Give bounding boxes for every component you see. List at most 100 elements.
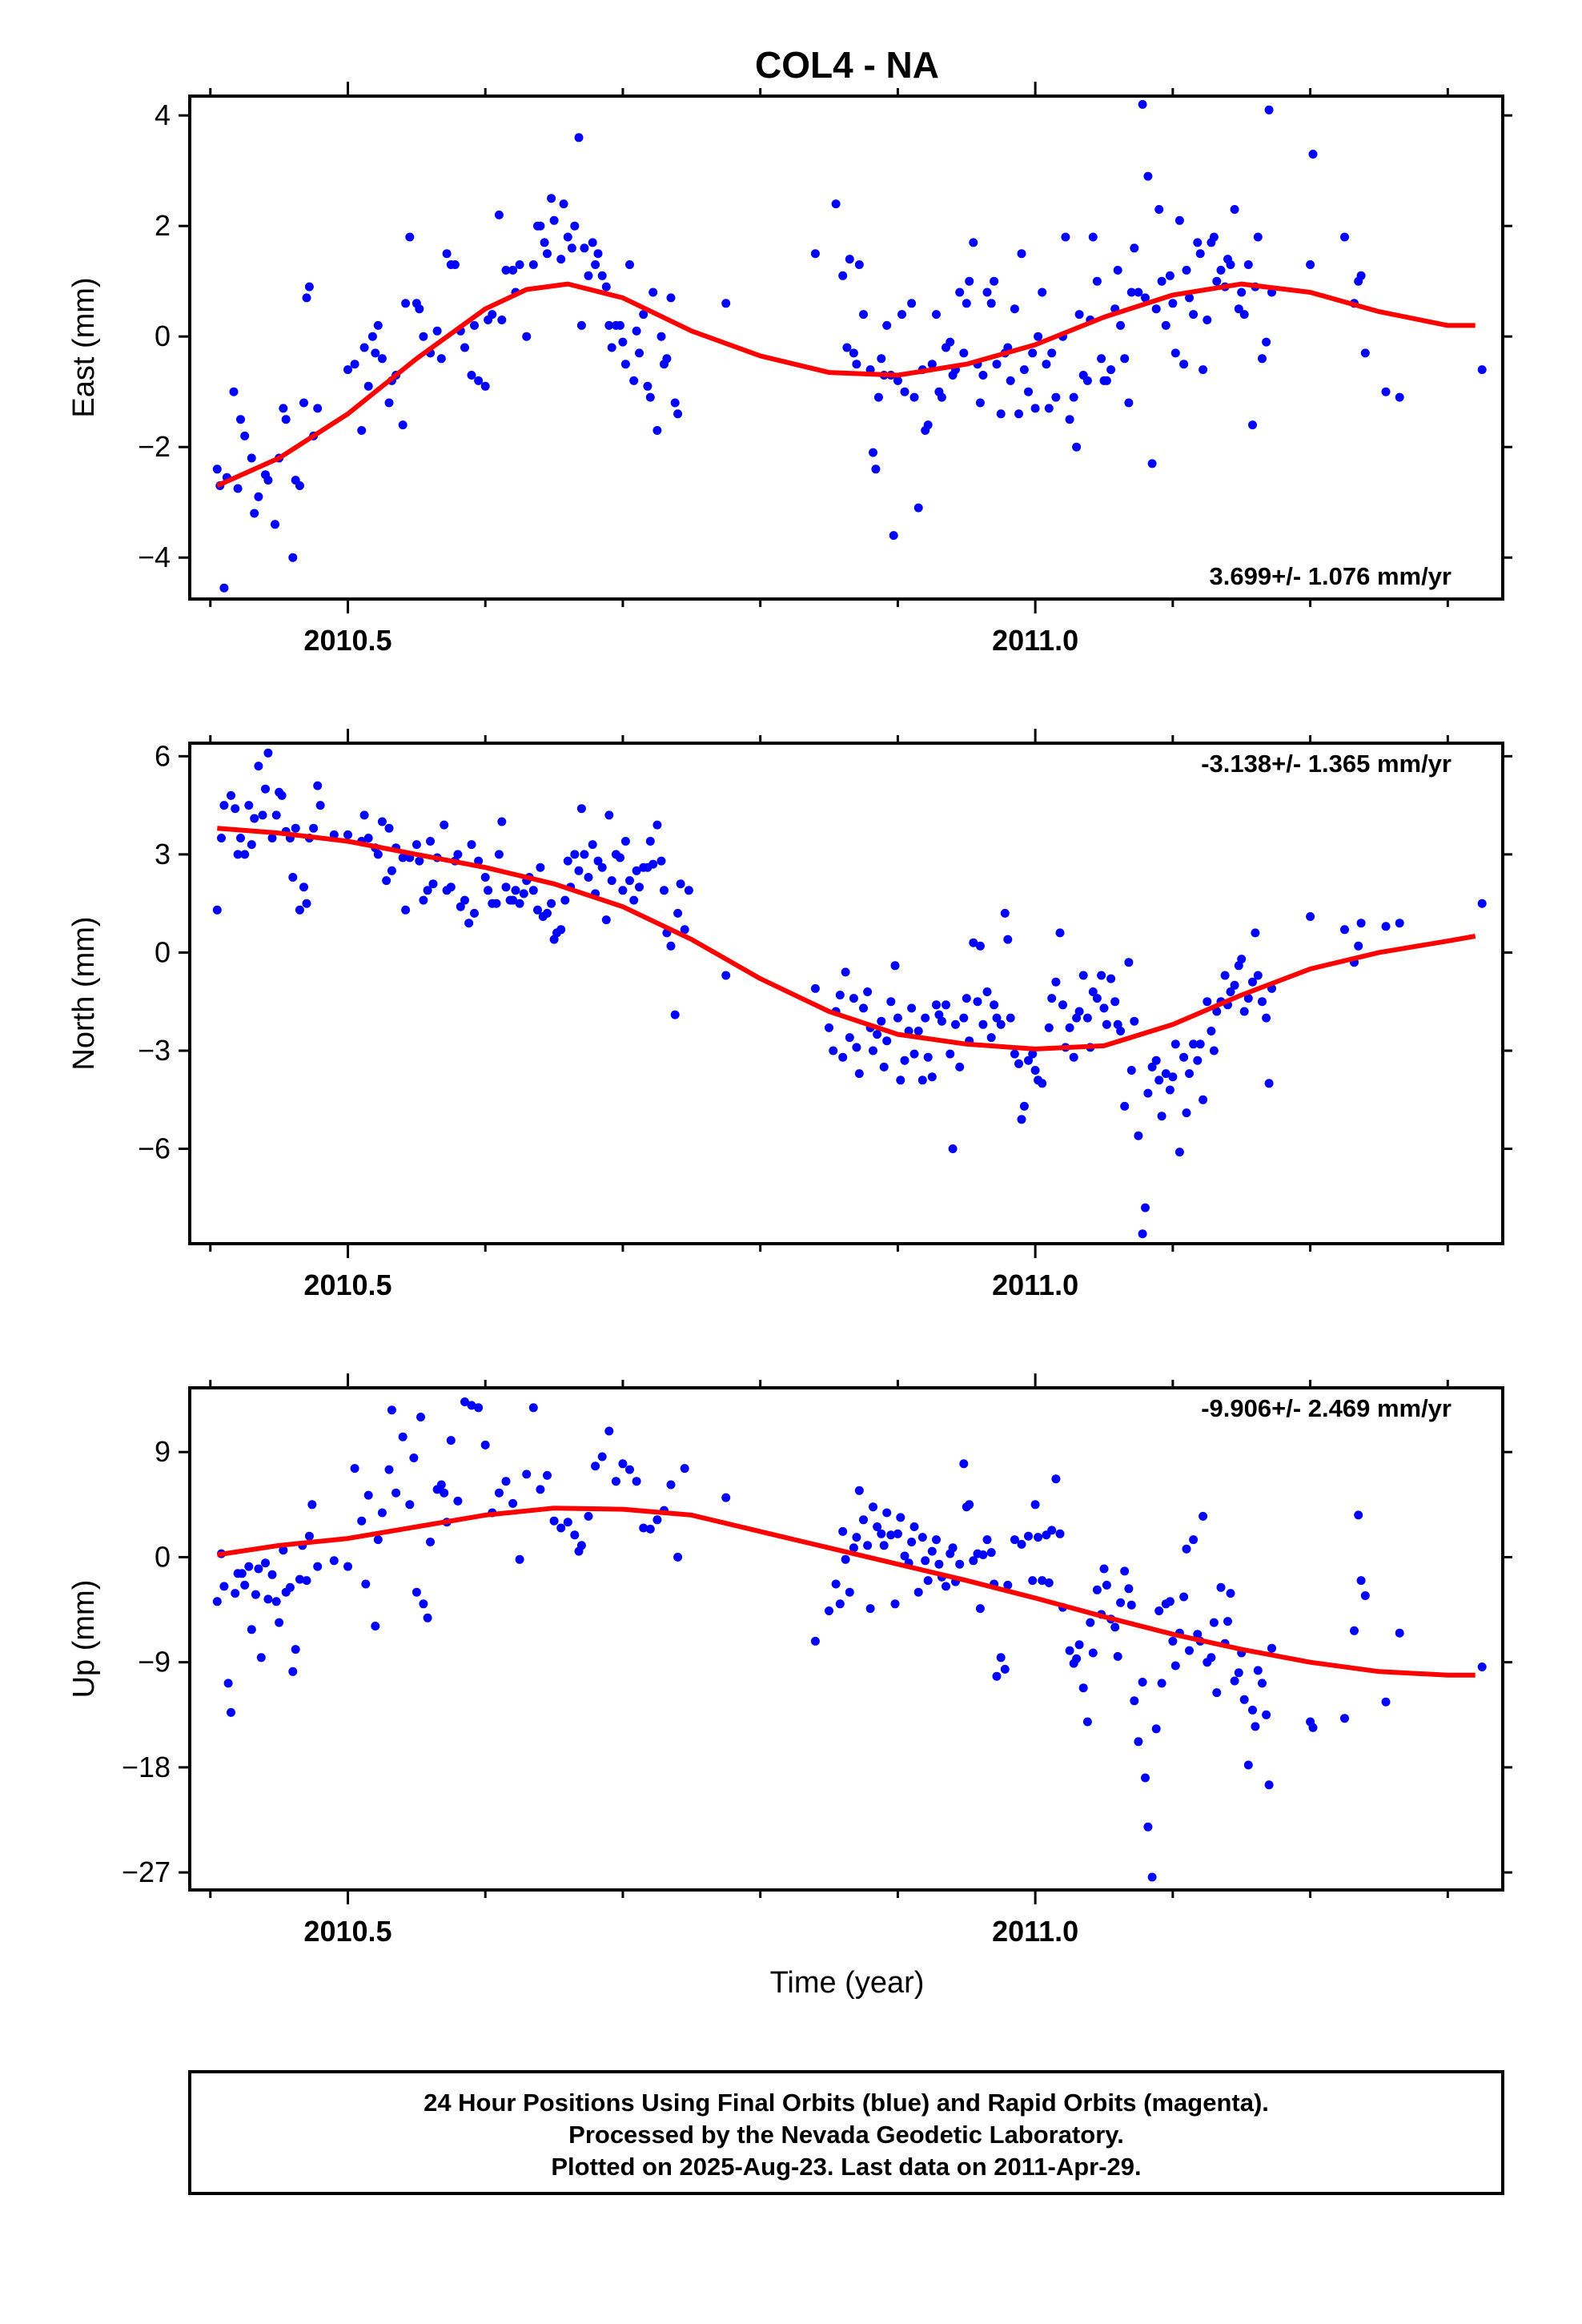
east-data-point (419, 332, 428, 341)
up-data-point (423, 1613, 432, 1622)
up-data-point (275, 1618, 284, 1627)
north-data-point (909, 1049, 919, 1059)
north-data-point (917, 1076, 927, 1085)
up-data-point (357, 1516, 367, 1526)
up-data-point (986, 1548, 996, 1558)
north-fit-curve (217, 826, 1476, 1051)
east-data-point (618, 337, 628, 347)
east-data-point (1120, 354, 1130, 364)
east-data-point (1189, 310, 1199, 320)
north-data-point (299, 883, 308, 892)
up-data-point (1243, 1760, 1253, 1770)
east-data-point (1226, 260, 1235, 269)
north-data-point (890, 961, 900, 971)
up-data-point (391, 1488, 401, 1498)
east-data-point (1154, 205, 1164, 214)
up-data-point (923, 1576, 933, 1586)
north-data-point (508, 895, 518, 905)
up-data-point (584, 1511, 593, 1521)
north-data-point (263, 748, 273, 758)
east-data-point (1019, 365, 1029, 375)
up-data-point (921, 1556, 930, 1566)
east-data-point (946, 337, 955, 347)
north-data-point (1226, 987, 1235, 996)
east-data-point (588, 238, 597, 247)
north-data-point (1000, 908, 1010, 918)
up-data-point (1477, 1663, 1487, 1671)
north-data-point (986, 1033, 996, 1043)
up-data-point (932, 1535, 941, 1545)
up-data-point (835, 1599, 845, 1609)
up-data-point (227, 1707, 235, 1717)
footer-line-2: Processed by the Nevada Geodetic Laborat… (568, 2121, 1124, 2149)
up-data-point (1308, 1723, 1318, 1732)
north-data-point (1189, 1039, 1199, 1049)
up-data-point (955, 1559, 965, 1569)
north-data-point (632, 866, 641, 875)
up-data-point (854, 1486, 864, 1495)
north-data-point (288, 873, 298, 882)
north-data-point (882, 1036, 892, 1046)
east-data-point (643, 381, 652, 391)
north-data-point (1014, 1059, 1023, 1068)
north-data-point (886, 997, 896, 1007)
up-data-point (1262, 1710, 1271, 1719)
up-data-point (1051, 1474, 1061, 1484)
up-data-point (810, 1636, 820, 1646)
east-data-point (1243, 260, 1253, 269)
north-data-point (635, 883, 644, 892)
north-data-point (1099, 1003, 1109, 1013)
north-data-point (1230, 980, 1239, 990)
east-data-point (212, 464, 222, 474)
east-data-point (607, 343, 616, 352)
east-data-point (271, 520, 279, 529)
up-data-point (1189, 1535, 1199, 1545)
up-data-point (978, 1550, 988, 1559)
north-data-point (648, 859, 658, 869)
east-data-point (1212, 276, 1222, 286)
north-data-point (604, 810, 614, 820)
east-data-point (1258, 354, 1267, 364)
up-data-point (1230, 1676, 1239, 1686)
east-data-point (900, 387, 909, 396)
north-data-point (673, 908, 683, 918)
up-data-point (1110, 1622, 1120, 1632)
up-data-point (343, 1562, 352, 1571)
north-data-point (494, 850, 504, 859)
up-data-point (302, 1576, 311, 1586)
east-data-point (1042, 360, 1051, 369)
east-data-point (1143, 171, 1153, 181)
up-data-point (838, 1526, 848, 1536)
up-data-point (879, 1541, 889, 1550)
east-data-point (1072, 442, 1082, 452)
up-data-point (1116, 1598, 1126, 1607)
north-data-point (942, 1000, 950, 1010)
north-data-point (1356, 919, 1366, 928)
up-data-point (1003, 1580, 1013, 1590)
up-data-point (416, 1413, 425, 1421)
up-data-point (845, 1587, 854, 1597)
east-ytick-label: 4 (155, 99, 171, 131)
east-data-point (580, 243, 589, 253)
up-data-point (307, 1500, 317, 1510)
north-data-point (1243, 994, 1253, 1003)
east-data-point (373, 320, 383, 330)
up-data-point (1024, 1531, 1033, 1541)
up-data-point (219, 1582, 229, 1591)
north-data-point (1116, 1027, 1126, 1035)
east-data-point (871, 464, 881, 474)
east-data-point (913, 503, 923, 513)
up-ytick-label: −18 (122, 1751, 171, 1783)
east-data-point (1360, 348, 1370, 358)
north-data-point (519, 889, 528, 899)
north-data-point (212, 905, 222, 915)
up-data-point (680, 1464, 689, 1474)
up-data-point (1028, 1576, 1038, 1586)
north-data-point (1092, 994, 1102, 1003)
north-data-point (721, 971, 731, 980)
north-data-point (1248, 977, 1257, 987)
up-data-point (992, 1671, 1002, 1681)
east-data-point (1124, 398, 1134, 408)
north-data-point (656, 856, 666, 866)
